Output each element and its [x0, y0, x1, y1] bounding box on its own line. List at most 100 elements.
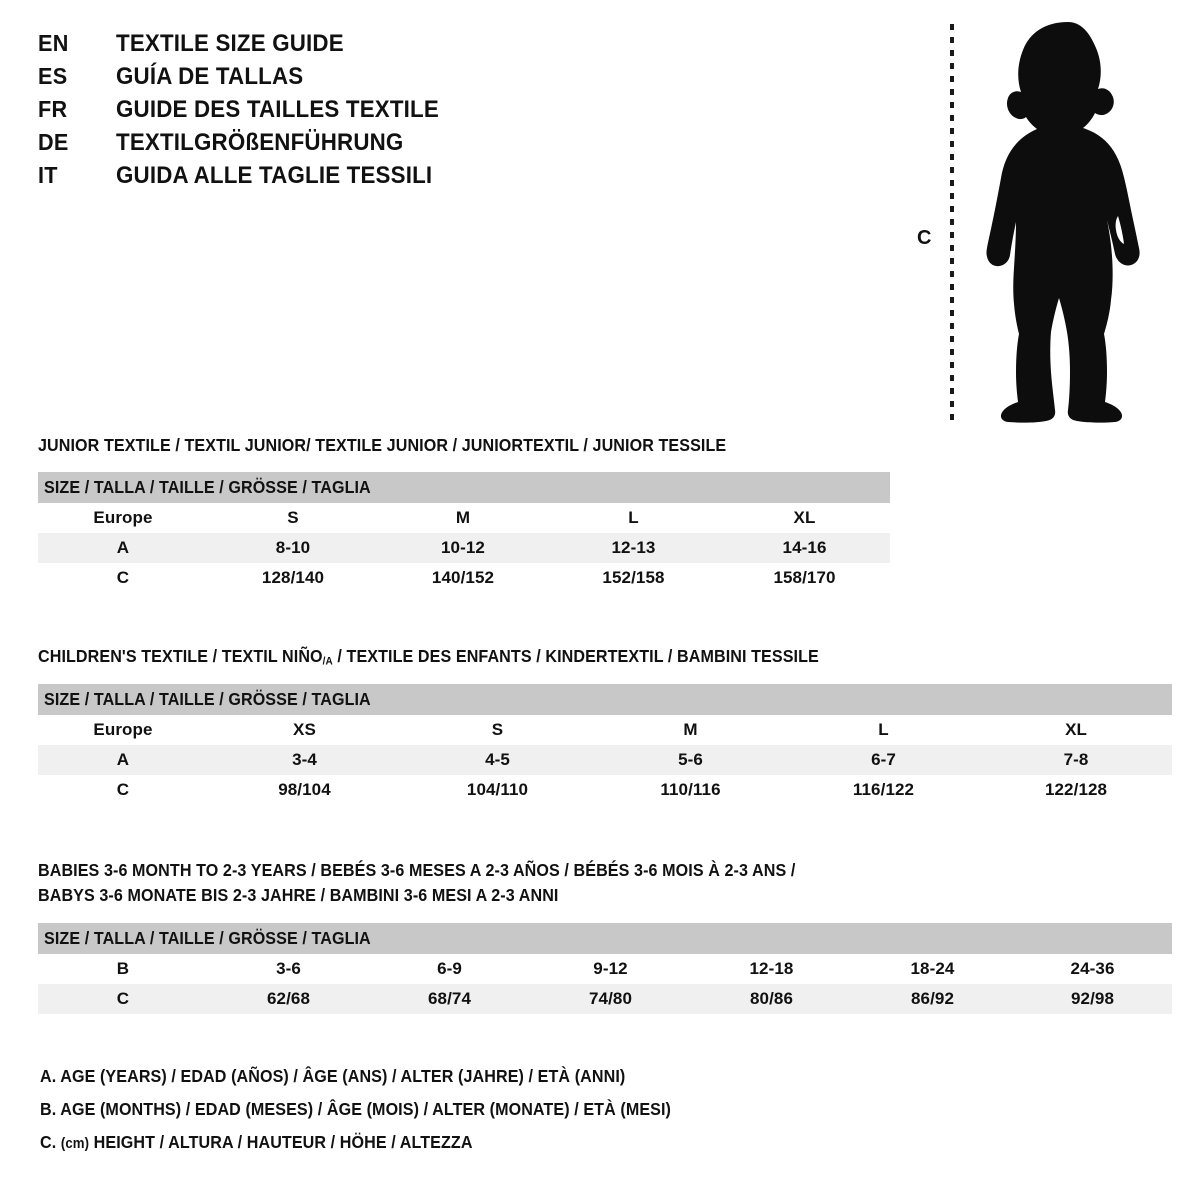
children-cell: M	[594, 715, 787, 746]
babies-cell: 92/98	[1013, 983, 1173, 1014]
junior-cell: 12-13	[548, 533, 719, 564]
children-cell: S	[401, 715, 594, 746]
junior-cell: S	[208, 503, 378, 534]
babies-cell: 86/92	[852, 983, 1013, 1014]
babies-table-band-row: SIZE / TALLA / TAILLE / GRÖSSE / TAGLIA	[38, 922, 1173, 954]
legend-line-c: C. (cm) HEIGHT / ALTURA / HAUTEUR / HÖHE…	[40, 1132, 868, 1167]
children-title-part2: / TEXTILE DES ENFANTS / KINDERTEXTIL / B…	[332, 646, 819, 666]
language-row-en: EN TEXTILE SIZE GUIDE	[38, 30, 558, 63]
children-cell: 7-8	[980, 745, 1173, 776]
language-title-block: EN TEXTILE SIZE GUIDE ES GUÍA DE TALLAS …	[38, 30, 558, 195]
children-cell: 3-4	[208, 745, 401, 776]
language-title-es: GUÍA DE TALLAS	[116, 63, 304, 90]
babies-cell: 12-18	[691, 953, 852, 984]
children-cell: L	[787, 715, 980, 746]
language-row-fr: FR GUIDE DES TAILLES TEXTILE	[38, 96, 558, 129]
section-junior-title: JUNIOR TEXTILE / TEXTIL JUNIOR/ TEXTILE …	[38, 435, 727, 455]
language-code-de: DE	[38, 129, 69, 155]
children-cell: 98/104	[208, 775, 401, 806]
children-row-label-c: C	[38, 775, 208, 806]
junior-cell: XL	[719, 503, 891, 534]
babies-cell: 24-36	[1013, 953, 1173, 984]
junior-band-label: SIZE / TALLA / TAILLE / GRÖSSE / TAGLIA	[38, 472, 891, 504]
junior-table-band-row: SIZE / TALLA / TAILLE / GRÖSSE / TAGLIA	[38, 472, 891, 504]
language-code-en: EN	[38, 30, 69, 56]
children-cell: 110/116	[594, 775, 787, 806]
junior-row-label-a: A	[38, 533, 208, 564]
legend-line-a: A. AGE (YEARS) / EDAD (AÑOS) / ÂGE (ANS)…	[40, 1066, 626, 1086]
junior-cell: 8-10	[208, 533, 378, 564]
height-figure: C	[900, 12, 1190, 432]
table-row: C 98/104 104/110 110/116 116/122 122/128	[38, 775, 1173, 806]
junior-row-label-europe: Europe	[38, 503, 208, 534]
table-row: A 8-10 10-12 12-13 14-16	[38, 533, 891, 564]
junior-cell: 140/152	[378, 563, 548, 594]
junior-cell: 152/158	[548, 563, 719, 594]
babies-band-label: SIZE / TALLA / TAILLE / GRÖSSE / TAGLIA	[38, 922, 1173, 954]
language-title-fr: GUIDE DES TAILLES TEXTILE	[116, 96, 439, 123]
table-row: B 3-6 6-9 9-12 12-18 18-24 24-36	[38, 953, 1173, 984]
section-junior: JUNIOR TEXTILE / TEXTIL JUNIOR/ TEXTILE …	[38, 433, 891, 594]
language-code-it: IT	[38, 162, 58, 188]
section-children-title: CHILDREN'S TEXTILE / TEXTIL NIÑO/A / TEX…	[38, 644, 1081, 670]
children-cell: XS	[208, 715, 401, 746]
babies-row-label-c: C	[38, 983, 208, 1014]
children-cell: 5-6	[594, 745, 787, 776]
table-row: Europe S M L XL	[38, 503, 891, 534]
section-children: CHILDREN'S TEXTILE / TEXTIL NIÑO/A / TEX…	[38, 644, 1173, 806]
table-row: A 3-4 4-5 5-6 6-7 7-8	[38, 745, 1173, 776]
babies-cell: 68/74	[369, 983, 530, 1014]
children-cell: 6-7	[787, 745, 980, 776]
table-row: C 128/140 140/152 152/158 158/170	[38, 563, 891, 594]
junior-cell: 10-12	[378, 533, 548, 564]
language-title-en: TEXTILE SIZE GUIDE	[116, 30, 344, 57]
toddler-silhouette-icon	[986, 22, 1140, 423]
language-code-es: ES	[38, 63, 68, 89]
legend-c-prefix: C.	[40, 1132, 61, 1152]
children-cell: 122/128	[980, 775, 1173, 806]
table-row: Europe XS S M L XL	[38, 715, 1173, 746]
children-row-label-europe: Europe	[38, 715, 208, 746]
section-babies: BABIES 3-6 MONTH TO 2-3 YEARS / BEBÉS 3-…	[38, 858, 1173, 1014]
babies-cell: 80/86	[691, 983, 852, 1014]
children-cell: 4-5	[401, 745, 594, 776]
babies-cell: 18-24	[852, 953, 1013, 984]
figure-measure-label: C	[917, 227, 932, 249]
junior-size-table: SIZE / TALLA / TAILLE / GRÖSSE / TAGLIA …	[38, 472, 891, 594]
children-cell: 116/122	[787, 775, 980, 806]
junior-cell: 128/140	[208, 563, 378, 594]
children-title-subscript: /A	[322, 655, 333, 668]
language-title-de: TEXTILGRÖßENFÜHRUNG	[116, 129, 404, 156]
children-title-part1: CHILDREN'S TEXTILE / TEXTIL NIÑO	[38, 646, 323, 666]
junior-cell: M	[378, 503, 548, 534]
children-band-label: SIZE / TALLA / TAILLE / GRÖSSE / TAGLIA	[38, 684, 1173, 716]
babies-cell: 74/80	[530, 983, 691, 1014]
language-row-es: ES GUÍA DE TALLAS	[38, 63, 558, 96]
children-table-band-row: SIZE / TALLA / TAILLE / GRÖSSE / TAGLIA	[38, 684, 1173, 716]
junior-cell: L	[548, 503, 719, 534]
babies-cell: 6-9	[369, 953, 530, 984]
legend-line-b: B. AGE (MONTHS) / EDAD (MESES) / ÂGE (MO…	[40, 1099, 672, 1119]
legend-block: A. AGE (YEARS) / EDAD (AÑOS) / ÂGE (ANS)…	[40, 1066, 940, 1167]
children-row-label-a: A	[38, 745, 208, 776]
babies-row-label-b: B	[38, 953, 208, 984]
table-row: C 62/68 68/74 74/80 80/86 86/92 92/98	[38, 983, 1173, 1014]
language-row-de: DE TEXTILGRÖßENFÜHRUNG	[38, 129, 558, 162]
section-babies-title-line1: BABIES 3-6 MONTH TO 2-3 YEARS / BEBÉS 3-…	[38, 860, 796, 880]
dotted-height-line-icon	[950, 24, 954, 424]
babies-cell: 3-6	[208, 953, 369, 984]
section-babies-title-line2: BABYS 3-6 MONATE BIS 2-3 JAHRE / BAMBINI…	[38, 885, 559, 906]
babies-cell: 9-12	[530, 953, 691, 984]
language-row-it: IT GUIDA ALLE TAGLIE TESSILI	[38, 162, 558, 195]
children-cell: 104/110	[401, 775, 594, 806]
language-title-it: GUIDA ALLE TAGLIE TESSILI	[116, 162, 433, 189]
children-size-table: SIZE / TALLA / TAILLE / GRÖSSE / TAGLIA …	[38, 684, 1173, 806]
language-code-fr: FR	[38, 96, 68, 122]
legend-c-rest: HEIGHT / ALTURA / HAUTEUR / HÖHE / ALTEZ…	[89, 1132, 473, 1152]
junior-cell: 14-16	[719, 533, 891, 564]
children-cell: XL	[980, 715, 1173, 746]
babies-size-table: SIZE / TALLA / TAILLE / GRÖSSE / TAGLIA …	[38, 922, 1173, 1014]
legend-c-unit: (cm)	[60, 1136, 90, 1152]
junior-cell: 158/170	[719, 563, 891, 594]
junior-row-label-c: C	[38, 563, 208, 594]
